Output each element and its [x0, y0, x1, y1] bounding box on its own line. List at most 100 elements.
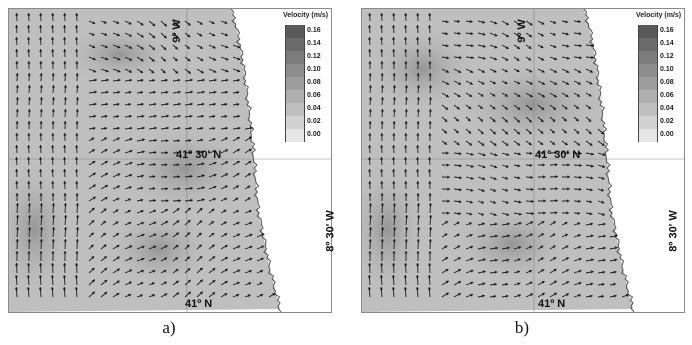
vector-arrowhead — [92, 21, 96, 25]
vector-arrowhead — [15, 25, 19, 28]
vector-arrowhead — [63, 97, 67, 100]
vector-arrowhead — [63, 109, 67, 112]
vector-arrowhead — [116, 245, 120, 248]
vector-arrowhead — [152, 47, 155, 50]
vector-arrowhead — [104, 137, 107, 141]
vector-arrowhead — [392, 85, 396, 88]
vector-arrowhead — [225, 78, 229, 82]
vector-arrowhead — [177, 175, 180, 179]
vector-arrowhead — [178, 90, 181, 94]
vector-arrowhead — [178, 102, 181, 106]
legend-label: 0.10 — [660, 66, 674, 73]
velocity-hotspot — [104, 209, 214, 289]
vector-arrowhead — [75, 263, 79, 266]
vector-arrowhead — [224, 137, 228, 141]
vector-arrowhead — [459, 188, 462, 192]
vector-arrowhead — [15, 109, 19, 112]
vector-arrowhead — [446, 82, 450, 85]
vector-arrowhead — [248, 148, 252, 152]
vector-arrowhead — [141, 162, 145, 166]
vector-arrowhead — [27, 61, 31, 64]
vector-arrowhead — [174, 58, 178, 62]
vector-arrowhead — [541, 94, 545, 98]
vector-arrowhead — [392, 37, 396, 40]
vector-arrowhead — [403, 287, 407, 290]
vector-arrowhead — [588, 118, 592, 122]
vector-arrowhead — [577, 234, 581, 238]
vector-arrowhead — [248, 209, 252, 213]
vector-arrowhead — [494, 21, 498, 25]
vector-arrowhead — [405, 215, 409, 218]
vector-arrowhead — [39, 37, 43, 40]
vector-arrowhead — [566, 269, 570, 272]
vector-arrowhead — [236, 281, 240, 285]
vector-arrowhead — [492, 131, 496, 135]
velocity-hotspot — [114, 124, 254, 214]
vector-arrowhead — [153, 150, 157, 155]
vector-arrowhead — [50, 287, 54, 290]
vector-arrowhead — [481, 294, 485, 298]
vector-arrowhead — [141, 233, 145, 237]
vector-arrowhead — [129, 46, 133, 49]
vector-arrowhead — [506, 246, 510, 250]
vector-arrowhead — [404, 169, 408, 172]
vector-arrowhead — [15, 145, 19, 148]
vector-arrowhead — [14, 275, 18, 278]
vector-arrowhead — [52, 215, 56, 218]
vector-arrowhead — [603, 234, 606, 238]
vector-arrowhead — [416, 181, 420, 184]
vector-arrowhead — [141, 174, 144, 178]
vector-arrowhead — [200, 58, 204, 61]
vector-arrowhead — [590, 176, 594, 180]
vector-arrowhead — [199, 279, 203, 283]
vector-arrowhead — [591, 152, 594, 156]
vector-arrowhead — [75, 25, 79, 28]
vector-arrowhead — [116, 102, 120, 106]
vector-arrowhead — [15, 263, 19, 266]
velocity-vectors — [14, 12, 276, 298]
vector-arrowhead — [210, 221, 214, 224]
vector-arrowhead — [236, 221, 240, 225]
vector-arrowhead — [117, 69, 121, 73]
vector-arrowhead — [51, 25, 55, 28]
vector-arrowhead — [552, 245, 556, 249]
legend-swatch — [638, 116, 658, 129]
vector-arrowhead — [165, 187, 168, 191]
vector-arrowhead — [106, 78, 109, 82]
vector-arrowhead — [63, 49, 67, 52]
vector-arrowhead — [428, 121, 432, 124]
vector-arrowhead — [392, 73, 396, 76]
vector-arrowhead — [260, 293, 264, 297]
vector-arrowhead — [105, 172, 108, 176]
vector-arrowhead — [202, 90, 205, 94]
vector-arrowhead — [200, 70, 204, 74]
vector-arrowhead — [505, 57, 509, 61]
vector-arrowhead — [140, 70, 143, 73]
vector-arrowhead — [187, 207, 191, 211]
vector-arrowhead — [601, 294, 604, 299]
vector-arrowhead — [224, 197, 228, 201]
vector-arrowhead — [236, 148, 240, 152]
vector-arrowhead — [542, 163, 545, 167]
velocity-field-map-a — [9, 9, 331, 312]
vector-arrowhead — [27, 145, 31, 148]
vector-arrowhead — [577, 142, 581, 146]
vector-arrowhead — [75, 193, 79, 196]
vector-arrowhead — [368, 37, 372, 40]
vector-arrowhead — [445, 280, 449, 284]
vector-arrowhead — [626, 293, 629, 297]
vector-arrowhead — [165, 209, 168, 212]
vector-arrowhead — [51, 239, 55, 242]
vector-arrowhead — [567, 163, 570, 167]
vector-arrowhead — [188, 151, 192, 155]
vector-arrowhead — [39, 193, 43, 196]
vector-arrowhead — [163, 281, 167, 285]
vector-arrowhead — [380, 25, 384, 28]
vector-arrowhead — [368, 251, 372, 254]
vector-arrowhead — [404, 239, 408, 242]
vector-arrowhead — [541, 57, 544, 61]
vector-arrowhead — [175, 35, 179, 38]
vector-arrowhead — [578, 70, 582, 73]
vector-arrowhead — [456, 142, 460, 145]
vector-arrowhead — [225, 57, 229, 61]
